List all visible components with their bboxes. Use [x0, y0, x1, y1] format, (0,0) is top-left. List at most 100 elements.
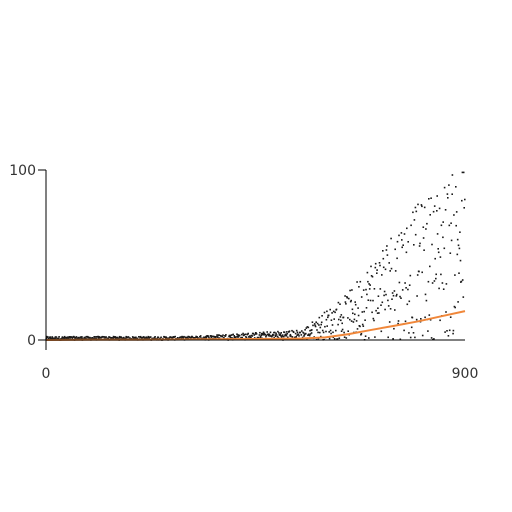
scatter-point: [449, 316, 452, 318]
scatter-point: [360, 333, 362, 336]
scatter-point: [367, 299, 370, 301]
scatter-point: [416, 274, 419, 276]
scatter-point: [406, 303, 409, 306]
scatter-point: [157, 336, 160, 339]
scatter-point: [165, 337, 167, 340]
scatter-point: [263, 334, 265, 336]
scatter-point: [396, 257, 398, 260]
scatter-point: [132, 337, 135, 340]
scatter-point: [150, 336, 152, 338]
scatter-point: [102, 336, 104, 338]
scatter-point: [306, 326, 309, 328]
scatter-point: [400, 297, 402, 299]
scatter-point: [391, 292, 394, 294]
scatter-point: [457, 301, 459, 303]
scatter-point: [282, 335, 285, 338]
scatter-point: [353, 318, 356, 321]
scatter-point: [135, 336, 137, 339]
scatter-point: [399, 338, 402, 341]
scatter-point: [127, 336, 130, 338]
scatter-point: [451, 193, 453, 195]
scatter-point: [191, 336, 193, 338]
scatter-point: [328, 331, 330, 333]
scatter-point: [73, 336, 75, 338]
scatter-point: [427, 330, 429, 332]
scatter-point: [292, 331, 295, 333]
scatter-point: [442, 221, 444, 223]
scatter-point: [63, 335, 66, 338]
scatter-point: [453, 214, 455, 216]
scatter-point: [308, 334, 311, 337]
scatter-point: [265, 335, 267, 338]
scatter-point: [237, 336, 239, 338]
scatter-point: [145, 336, 147, 338]
scatter-point: [385, 293, 387, 296]
scatter-point: [315, 321, 317, 323]
scatter-point: [289, 333, 292, 336]
scatter-point: [324, 325, 326, 328]
scatter-point: [458, 272, 460, 274]
scatter-point: [309, 329, 311, 332]
scatter-point: [340, 314, 343, 316]
scatter-point: [358, 286, 360, 288]
scatter-point: [124, 337, 126, 340]
scatter-point: [168, 337, 171, 339]
scatter-point: [462, 171, 465, 174]
scatter-point: [224, 335, 227, 337]
scatter-point: [354, 303, 357, 306]
scatter-point: [431, 282, 434, 284]
scatter-point: [75, 336, 78, 338]
scatter-point: [70, 336, 73, 338]
scatter-point: [461, 171, 464, 174]
scatter-point: [411, 316, 414, 319]
scatter-point: [330, 332, 332, 335]
scatter-point: [429, 265, 431, 268]
scatter-point: [285, 335, 288, 337]
scatter-point: [332, 331, 334, 334]
scatter-point: [424, 316, 426, 319]
scatter-point: [310, 332, 313, 334]
scatter-point: [215, 336, 217, 338]
scatter-point: [149, 336, 151, 338]
scatter-point: [369, 284, 371, 286]
scatter-point: [452, 332, 454, 335]
scatter-point: [260, 334, 262, 336]
scatter-point: [216, 334, 218, 336]
scatter-point: [208, 336, 210, 339]
scatter-point: [384, 268, 387, 271]
scatter-point: [375, 309, 377, 312]
scatter-point: [331, 312, 333, 314]
scatter-point: [445, 311, 447, 313]
scatter-point: [263, 332, 266, 335]
scatter-point: [271, 335, 273, 338]
scatter-point: [330, 319, 333, 321]
scatter-point: [371, 275, 374, 278]
scatter-point: [404, 282, 406, 284]
scatter-point: [116, 336, 119, 339]
scatter-point: [351, 289, 353, 291]
scatter-point: [254, 333, 257, 335]
scatter-point: [323, 311, 326, 314]
scatter-point: [289, 335, 291, 337]
scatter-point: [398, 281, 401, 284]
scatter-point: [391, 298, 393, 300]
scatter-point: [51, 337, 54, 340]
scatter-point: [387, 299, 389, 302]
scatter-point: [453, 305, 456, 308]
scatter-point: [394, 248, 396, 251]
scatter-point: [390, 267, 393, 270]
scatter-point: [232, 333, 234, 336]
scatter-point: [173, 336, 175, 338]
scatter-point: [241, 333, 243, 336]
y-tick-label: 100: [9, 163, 36, 179]
scatter-point: [272, 334, 274, 336]
scatter-point: [285, 333, 287, 336]
scatter-point: [231, 334, 233, 336]
scatter-point: [228, 335, 230, 338]
scatter-point: [394, 309, 396, 311]
scatter-point: [414, 233, 417, 236]
scatter-point: [449, 252, 452, 254]
scatter-point: [267, 333, 269, 335]
scatter-point: [382, 257, 385, 260]
scatter-point: [421, 205, 423, 208]
